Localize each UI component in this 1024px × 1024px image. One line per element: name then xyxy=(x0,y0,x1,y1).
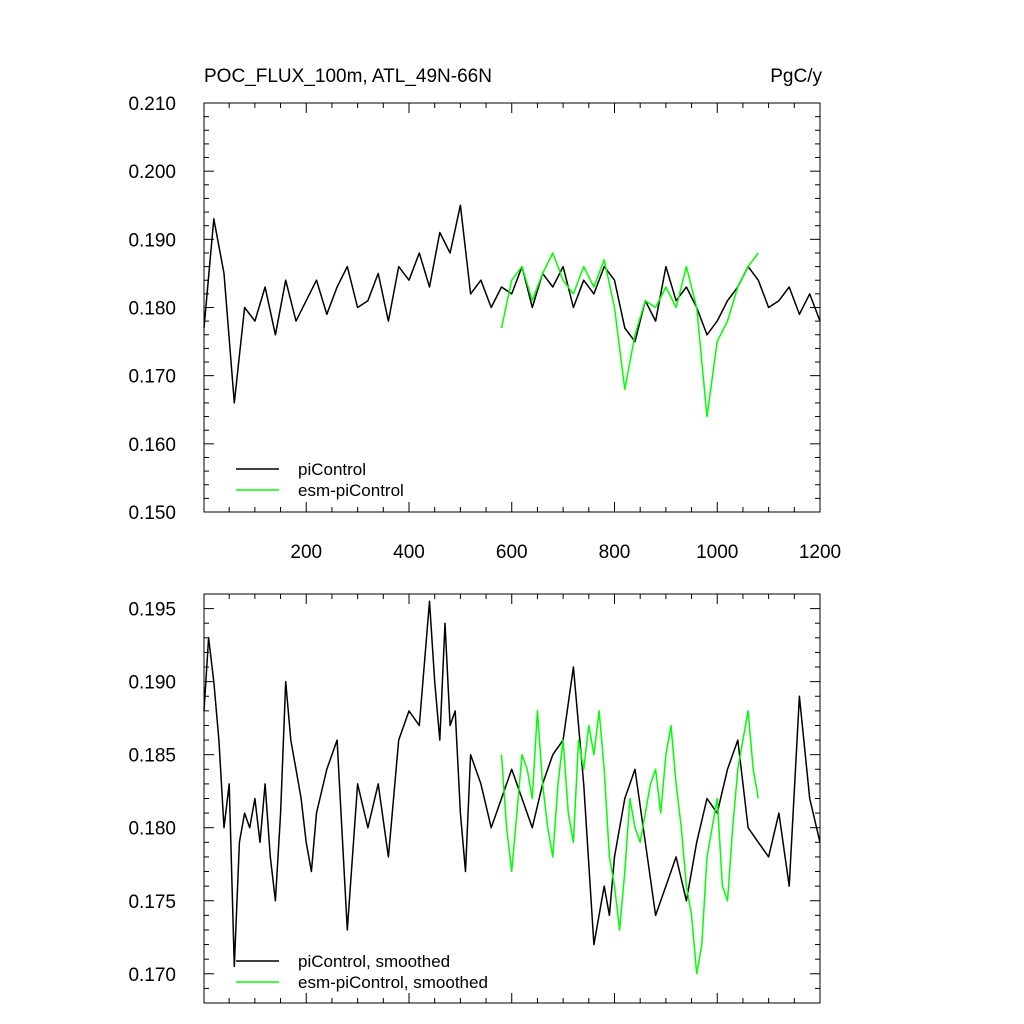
y-tick-label: 0.185 xyxy=(128,746,176,767)
y-tick-label: 0.180 xyxy=(128,299,176,320)
series-line-picontrol xyxy=(203,204,821,404)
top-panel: POC_FLUX_100m, ATL_49N-66N PgC/y 200 400 6… xyxy=(128,66,841,563)
y-tick-label: 0.190 xyxy=(128,673,176,694)
chart-title: POC_FLUX_100m, ATL_49N-66N xyxy=(204,66,492,87)
bottom-plot-frame xyxy=(203,593,821,1004)
series-line-picontrol-smoothed xyxy=(203,600,821,968)
y-tick-label: 0.170 xyxy=(128,367,176,388)
y-tick-label: 0.190 xyxy=(128,230,176,251)
y-tick-label: 0.175 xyxy=(128,892,176,913)
series-line-esm-picontrol xyxy=(500,252,759,418)
x-tick-label: 1000 xyxy=(696,542,738,563)
x-tick-label: 200 xyxy=(290,542,322,563)
top-plot-frame xyxy=(203,102,821,513)
y-tick-label: 0.150 xyxy=(128,503,176,524)
legend-label-esm-picontrol-smoothed: esm-piControl, smoothed xyxy=(298,973,488,992)
units-label: PgC/y xyxy=(770,66,822,87)
legend-label-esm-picontrol: esm-piControl xyxy=(298,481,404,500)
y-tick-label: 0.170 xyxy=(128,965,176,986)
x-tick-label: 400 xyxy=(393,542,425,563)
x-tick-label: 1200 xyxy=(799,542,841,563)
y-tick-label: 0.200 xyxy=(128,162,176,183)
y-tick-label: 0.195 xyxy=(128,600,176,621)
bottom-legend: piControl, smoothed esm-piControl, smoot… xyxy=(236,952,488,992)
x-tick-label: 800 xyxy=(599,542,631,563)
x-tick-label: 600 xyxy=(496,542,528,563)
top-legend: piControl esm-piControl xyxy=(236,460,404,500)
bottom-series-layer xyxy=(203,600,821,975)
legend-label-picontrol-smoothed: piControl, smoothed xyxy=(298,952,450,971)
bottom-panel: 0.170 0.175 0.180 0.185 0.190 0.195 piControl… xyxy=(128,593,821,1004)
y-tick-label: 0.180 xyxy=(128,819,176,840)
y-tick-label: 0.210 xyxy=(128,94,176,115)
top-series-layer xyxy=(203,204,821,418)
y-tick-label: 0.160 xyxy=(128,435,176,456)
bottom-tick-layer: 0.170 0.175 0.180 0.185 0.190 0.195 xyxy=(128,593,821,1004)
top-tick-layer: 200 400 600 800 1000 1200 0.150 0.160 0.170 0.180… xyxy=(128,94,841,563)
series-line-esm-picontrol-smoothed xyxy=(500,710,760,975)
legend-label-picontrol: piControl xyxy=(298,460,366,479)
